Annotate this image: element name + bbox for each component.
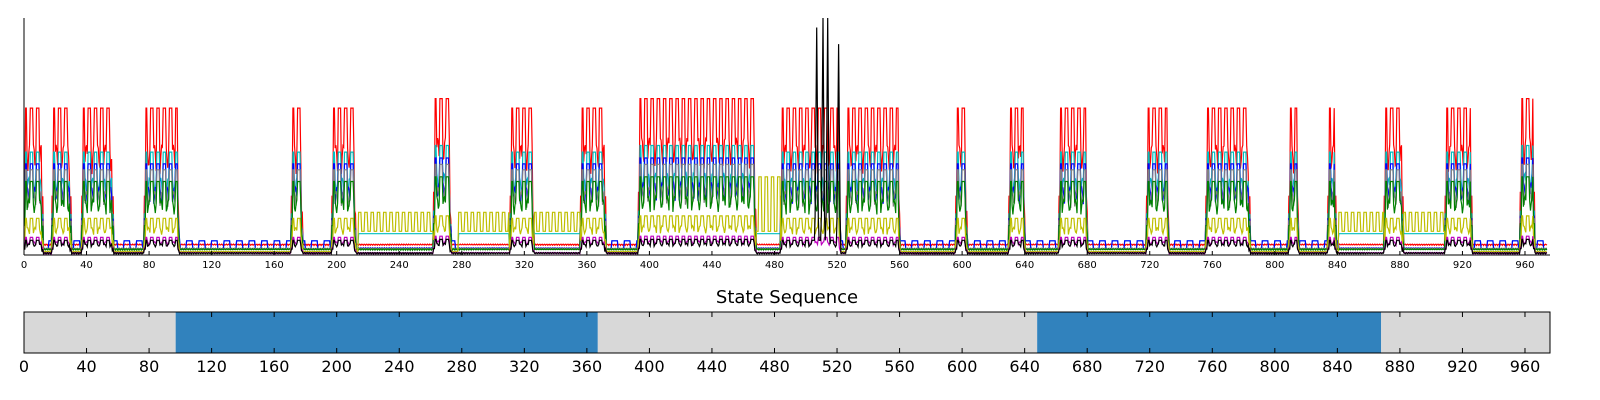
state-tick-label: 560 — [884, 357, 915, 376]
state-segment — [597, 312, 1038, 353]
state-segments — [24, 312, 1550, 353]
state-x-ticks: 0 40 80 120 160 200 240 280 320 360 400 440 480 520 56… — [19, 312, 1540, 376]
state-tick-label: 280 — [447, 357, 478, 376]
state-frame — [23, 311, 1551, 354]
state-tick-label: 800 — [1260, 357, 1291, 376]
state-segment — [24, 312, 176, 353]
state-tick-label: 720 — [1134, 357, 1165, 376]
signal-tick-label: 320 — [515, 260, 534, 271]
signal-tick-label: 960 — [1515, 260, 1534, 271]
state-tick-label: 960 — [1510, 357, 1541, 376]
state-tick-label: 240 — [384, 357, 415, 376]
state-tick-label: 760 — [1197, 357, 1228, 376]
series-line — [24, 157, 1547, 252]
state-tick-label: 640 — [1009, 357, 1040, 376]
signal-tick-label: 880 — [1390, 260, 1409, 271]
state-tick-label: 80 — [139, 357, 159, 376]
series-line — [24, 176, 1548, 255]
state-tick-label: 120 — [196, 357, 227, 376]
series-line — [24, 17, 1548, 256]
signal-tick-label: 80 — [143, 260, 156, 271]
state-tick-label: 440 — [697, 357, 728, 376]
state-tick-label: 480 — [759, 357, 790, 376]
signal-tick-label: 0 — [21, 260, 27, 271]
state-tick-label: 680 — [1072, 357, 1103, 376]
state-tick-label: 520 — [822, 357, 853, 376]
signal-tick-label: 280 — [452, 260, 471, 271]
state-tick-label: 400 — [634, 357, 665, 376]
signal-tick-label: 40 — [80, 260, 93, 271]
state-segment — [1381, 312, 1550, 353]
state-tick-label: 200 — [321, 357, 352, 376]
signal-tick-label: 640 — [1015, 260, 1034, 271]
signal-plot: 0 40 80 120 160 200 240 280 320 360 400 440 480 520 56… — [21, 17, 1550, 271]
state-sequence-title: State Sequence — [716, 287, 858, 308]
signal-tick-label: 440 — [702, 260, 721, 271]
signal-tick-label: 120 — [202, 260, 221, 271]
signal-tick-label: 200 — [327, 260, 346, 271]
state-tick-label: 160 — [259, 357, 290, 376]
signal-tick-label: 920 — [1453, 260, 1472, 271]
signal-tick-label: 360 — [577, 260, 596, 271]
series-line — [24, 97, 1548, 248]
signal-tick-label: 760 — [1203, 260, 1222, 271]
signal-tick-label: 720 — [1140, 260, 1159, 271]
signal-tick-label: 840 — [1328, 260, 1347, 271]
signal-x-ticks: 0 40 80 120 160 200 240 280 320 360 400 440 480 520 56… — [21, 251, 1535, 271]
signal-tick-label: 600 — [953, 260, 972, 271]
signal-tick-label: 240 — [390, 260, 409, 271]
state-tick-label: 600 — [947, 357, 978, 376]
signal-lines — [24, 17, 1548, 256]
state-tick-label: 360 — [572, 357, 603, 376]
state-tick-label: 0 — [19, 357, 29, 376]
signal-tick-label: 400 — [640, 260, 659, 271]
state-sequence-plot: State Sequence 0 40 80 120 160 200 240 280 320 36… — [19, 287, 1551, 376]
state-tick-label: 920 — [1447, 357, 1478, 376]
signal-tick-label: 520 — [827, 260, 846, 271]
signal-tick-label: 680 — [1078, 260, 1097, 271]
signal-tick-label: 800 — [1265, 260, 1284, 271]
series-line — [24, 176, 1548, 253]
state-segment — [1037, 312, 1382, 353]
signal-tick-label: 160 — [265, 260, 284, 271]
state-tick-label: 320 — [509, 357, 540, 376]
state-tick-label: 40 — [76, 357, 96, 376]
signal-tick-label: 560 — [890, 260, 909, 271]
signal-tick-label: 480 — [765, 260, 784, 271]
state-segment — [175, 312, 598, 353]
state-tick-label: 840 — [1322, 357, 1353, 376]
state-tick-label: 880 — [1385, 357, 1416, 376]
